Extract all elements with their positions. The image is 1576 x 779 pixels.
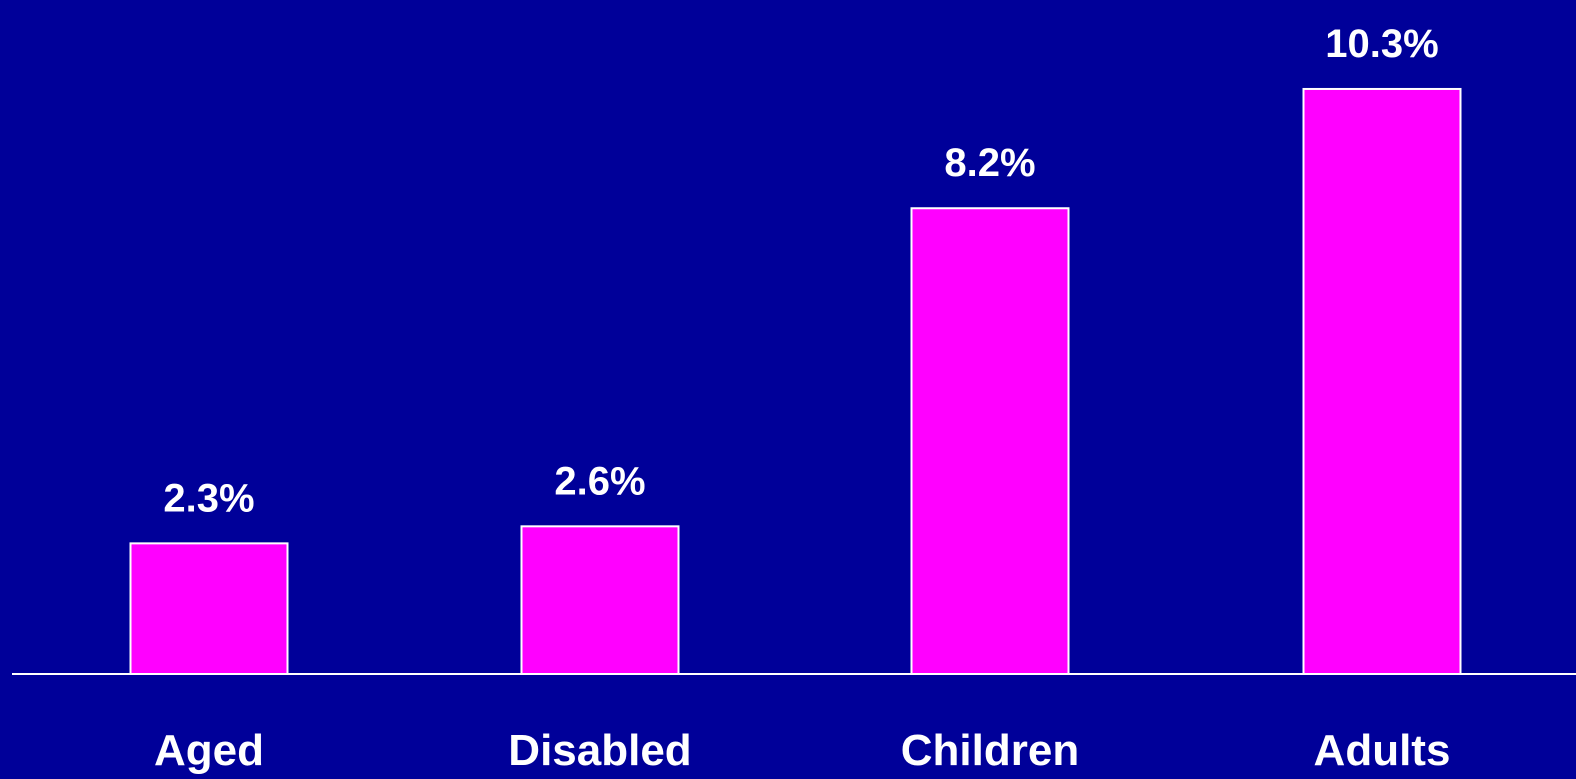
category-labels-group: Aged Disabled Children Adults [154, 726, 1450, 775]
bar-aged [129, 542, 289, 675]
category-label-aged: Aged [154, 726, 264, 775]
category-label-children: Children [901, 726, 1079, 775]
value-label-children: 8.2% [944, 141, 1035, 185]
value-label-aged: 2.3% [163, 476, 254, 520]
bar-disabled [520, 525, 680, 675]
value-label-disabled: 2.6% [554, 459, 645, 503]
value-label-adults: 10.3% [1325, 22, 1438, 66]
category-label-adults: Adults [1314, 726, 1451, 775]
category-label-disabled: Disabled [508, 726, 691, 775]
bars-group [129, 87, 1462, 676]
bar-adults [1302, 87, 1462, 675]
bar-children [910, 207, 1070, 676]
value-labels-group: 2.3% 2.6% 8.2% 10.3% [163, 22, 1438, 520]
